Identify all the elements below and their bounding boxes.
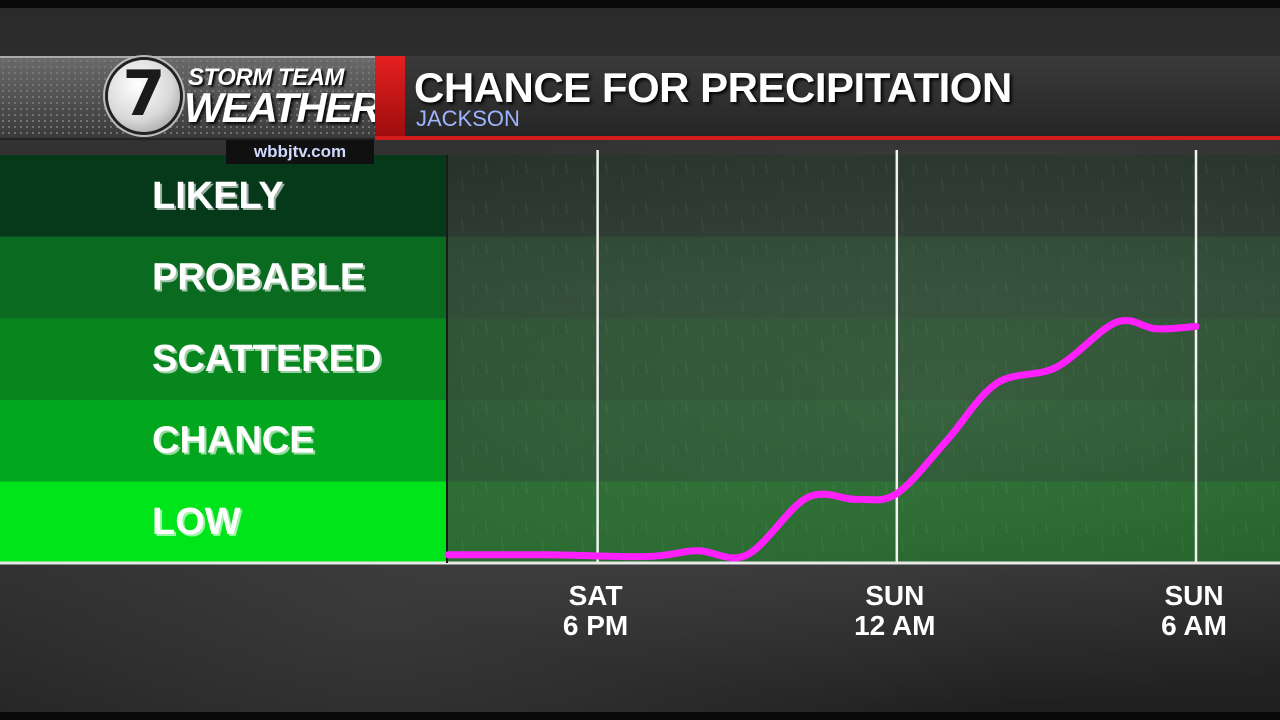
logo-panel xyxy=(0,56,375,140)
title-panel xyxy=(405,56,1280,136)
station-url: wbbjtv.com xyxy=(226,140,374,164)
category-label-chance: CHANCE xyxy=(152,420,315,462)
band-chance xyxy=(0,399,447,482)
category-label-shadow: LOW xyxy=(154,503,243,545)
category-label-probable: PROBABLE xyxy=(152,256,365,298)
title-underline xyxy=(375,136,1280,140)
series-line xyxy=(444,317,1200,562)
station-logo-icon xyxy=(108,60,180,132)
location-subtitle: JACKSON xyxy=(416,106,520,131)
category-label-likely: LIKELY xyxy=(152,175,284,217)
band-likely xyxy=(0,155,447,237)
band-probable xyxy=(0,236,447,319)
category-label-shadow: CHANCE xyxy=(154,422,317,464)
page-title: CHANCE FOR PRECIPITATION xyxy=(414,64,1012,111)
category-label-shadow: PROBABLE xyxy=(154,258,367,300)
x-tick-label: 6 PM xyxy=(563,610,628,641)
bottom-letterbox xyxy=(0,712,1280,720)
category-label-scattered: SCATTERED xyxy=(152,338,381,380)
x-tick-label: 6 AM xyxy=(1161,610,1227,641)
x-tick-label: SUN xyxy=(1164,580,1223,611)
x-tick-label: SUN xyxy=(865,580,924,611)
category-label-shadow: SCATTERED xyxy=(154,340,383,382)
logo-weather: WEATHER xyxy=(184,84,381,131)
category-label-shadow: LIKELY xyxy=(154,177,286,219)
x-tick-label: 12 AM xyxy=(854,610,935,641)
accent-bar xyxy=(375,56,405,140)
category-label-low: LOW xyxy=(152,501,241,543)
top-letterbox xyxy=(0,0,1280,8)
band-low xyxy=(0,481,447,563)
band-scattered xyxy=(0,318,447,400)
logo-number: 7 xyxy=(122,57,166,130)
logo-storm-team: STORM TEAM xyxy=(188,64,344,91)
x-tick-label: SAT xyxy=(569,580,623,611)
